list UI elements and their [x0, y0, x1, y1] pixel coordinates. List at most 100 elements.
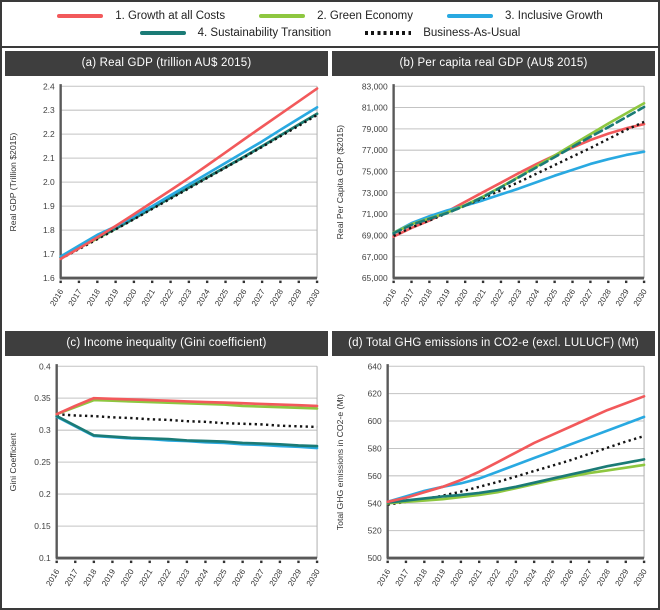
ghg-emissions-chart: 500 520 540 560 580 600 620 640 2016 2017 2018 2019…	[335, 361, 649, 588]
svg-text:2025: 2025	[542, 287, 559, 308]
legend-label: 2. Green Economy	[317, 10, 414, 22]
legend-item-green-economy: 2. Green Economy	[259, 10, 413, 22]
svg-text:69,000: 69,000	[362, 230, 388, 240]
svg-text:2030: 2030	[305, 287, 322, 308]
svg-text:2027: 2027	[250, 287, 267, 308]
svg-text:2022: 2022	[156, 567, 173, 588]
svg-text:2018: 2018	[82, 567, 99, 588]
svg-text:2025: 2025	[540, 567, 557, 588]
svg-text:2017: 2017	[67, 287, 84, 308]
svg-text:2017: 2017	[63, 567, 80, 588]
svg-text:0.1: 0.1	[39, 553, 51, 563]
svg-text:2016: 2016	[44, 567, 61, 588]
svg-text:1.9: 1.9	[43, 201, 55, 211]
legend-label: Business-As-Usual	[423, 27, 521, 39]
svg-text:2024: 2024	[193, 567, 210, 588]
svg-text:83,000: 83,000	[362, 81, 388, 91]
svg-text:0.15: 0.15	[34, 521, 51, 531]
svg-text:1.6: 1.6	[43, 273, 55, 283]
svg-text:2020: 2020	[119, 567, 136, 588]
svg-text:0.4: 0.4	[39, 361, 51, 371]
svg-text:2.0: 2.0	[43, 177, 55, 187]
svg-text:2030: 2030	[305, 567, 322, 588]
svg-text:2019: 2019	[103, 287, 120, 308]
svg-text:2028: 2028	[268, 567, 285, 588]
svg-text:2023: 2023	[504, 567, 521, 588]
green-economy-line-swatch	[259, 14, 306, 18]
svg-text:2026: 2026	[230, 567, 247, 588]
svg-text:2024: 2024	[524, 287, 541, 308]
svg-text:2017: 2017	[399, 287, 416, 308]
legend-row-1: 1. Growth at all Costs 2. Green Economy …	[57, 10, 603, 22]
svg-text:2026: 2026	[232, 287, 249, 308]
income-inequality-chart: 0.1 0.15 0.2 0.25 0.3 0.35 0.4 2016 2017 2018 2019…	[8, 361, 322, 588]
svg-text:0.2: 0.2	[39, 489, 51, 499]
svg-text:2018: 2018	[85, 287, 102, 308]
svg-text:2020: 2020	[122, 287, 139, 308]
panel-per-capita-gdp: (b) Per capita real GDP (AU$ 2015) 65,00…	[332, 51, 655, 325]
legend-label: 4. Sustainability Transition	[197, 27, 332, 39]
svg-text:2026: 2026	[560, 287, 577, 308]
svg-text:2020: 2020	[453, 287, 470, 308]
panel-title-income-inequality: (c) Income inequality (Gini coefficient)	[5, 331, 328, 356]
per-capita-gdp-chart: 65,000 67,000 69,000 71,000 73,000 75,000 77,0…	[335, 81, 649, 308]
income-inequality-chart-area: 0.1 0.15 0.2 0.25 0.3 0.35 0.4 2016 2017 2018 2019…	[5, 356, 328, 605]
svg-text:2019: 2019	[435, 287, 452, 308]
svg-text:2028: 2028	[268, 287, 285, 308]
svg-text:2021: 2021	[137, 567, 154, 588]
svg-text:2016: 2016	[48, 287, 65, 308]
svg-text:2023: 2023	[177, 287, 194, 308]
per-capita-gdp-chart-area: 65,000 67,000 69,000 71,000 73,000 75,000 77,0…	[332, 76, 655, 325]
svg-text:620: 620	[368, 389, 382, 399]
svg-text:2028: 2028	[596, 287, 613, 308]
svg-text:2.4: 2.4	[43, 81, 55, 91]
panel-title-real-gdp: (a) Real GDP (trillion AU$ 2015)	[5, 51, 328, 76]
svg-text:640: 640	[368, 361, 382, 371]
svg-text:2019: 2019	[430, 567, 447, 588]
svg-text:2023: 2023	[175, 567, 192, 588]
svg-text:2018: 2018	[412, 567, 429, 588]
svg-text:2021: 2021	[140, 287, 157, 308]
svg-text:65,000: 65,000	[362, 273, 388, 283]
legend-item-inclusive-growth: 3. Inclusive Growth	[447, 10, 603, 22]
panel-income-inequality: (c) Income inequality (Gini coefficient)…	[5, 331, 328, 605]
svg-text:Gini Coefficient: Gini Coefficient	[8, 432, 18, 491]
svg-text:2027: 2027	[249, 567, 266, 588]
legend-item-business-as-usual: Business-As-Usual	[365, 27, 520, 39]
svg-text:2030: 2030	[632, 287, 649, 308]
svg-text:2021: 2021	[471, 287, 488, 308]
svg-text:77,000: 77,000	[362, 145, 388, 155]
svg-text:2.2: 2.2	[43, 129, 55, 139]
scenario-legend: 1. Growth at all Costs 2. Green Economy …	[2, 2, 658, 48]
svg-text:2028: 2028	[595, 567, 612, 588]
svg-text:2022: 2022	[485, 567, 502, 588]
svg-text:2030: 2030	[632, 567, 649, 588]
svg-text:2027: 2027	[577, 567, 594, 588]
svg-text:2025: 2025	[212, 567, 229, 588]
panel-grid: (a) Real GDP (trillion AU$ 2015) 1.6 1.7 1…	[2, 48, 658, 608]
svg-text:71,000: 71,000	[362, 209, 388, 219]
svg-text:2017: 2017	[394, 567, 411, 588]
svg-text:2.1: 2.1	[43, 153, 55, 163]
panel-title-per-capita-gdp: (b) Per capita real GDP (AU$ 2015)	[332, 51, 655, 76]
svg-text:2027: 2027	[578, 287, 595, 308]
panel-ghg-emissions: (d) Total GHG emissions in CO2-e (excl. …	[332, 331, 655, 605]
svg-text:2020: 2020	[449, 567, 466, 588]
svg-text:67,000: 67,000	[362, 252, 388, 262]
legend-item-sustainability-transition: 4. Sustainability Transition	[139, 27, 332, 39]
svg-text:2023: 2023	[507, 287, 524, 308]
svg-text:Real Per Capita GDP ($2015): Real Per Capita GDP ($2015)	[335, 125, 345, 240]
real-gdp-chart-area: 1.6 1.7 1.8 1.9 2.0 2.1 2.2 2.3 2.4 2016 2017 2018 2…	[5, 76, 328, 325]
svg-text:2029: 2029	[286, 567, 303, 588]
svg-text:2029: 2029	[614, 567, 631, 588]
svg-text:Real GDP (Trillion $2015): Real GDP (Trillion $2015)	[8, 133, 18, 232]
svg-text:2.3: 2.3	[43, 105, 55, 115]
svg-text:2021: 2021	[467, 567, 484, 588]
svg-text:560: 560	[368, 471, 382, 481]
svg-text:500: 500	[368, 553, 382, 563]
svg-text:1.7: 1.7	[43, 249, 55, 259]
svg-text:73,000: 73,000	[362, 188, 388, 198]
svg-text:2029: 2029	[614, 287, 631, 308]
